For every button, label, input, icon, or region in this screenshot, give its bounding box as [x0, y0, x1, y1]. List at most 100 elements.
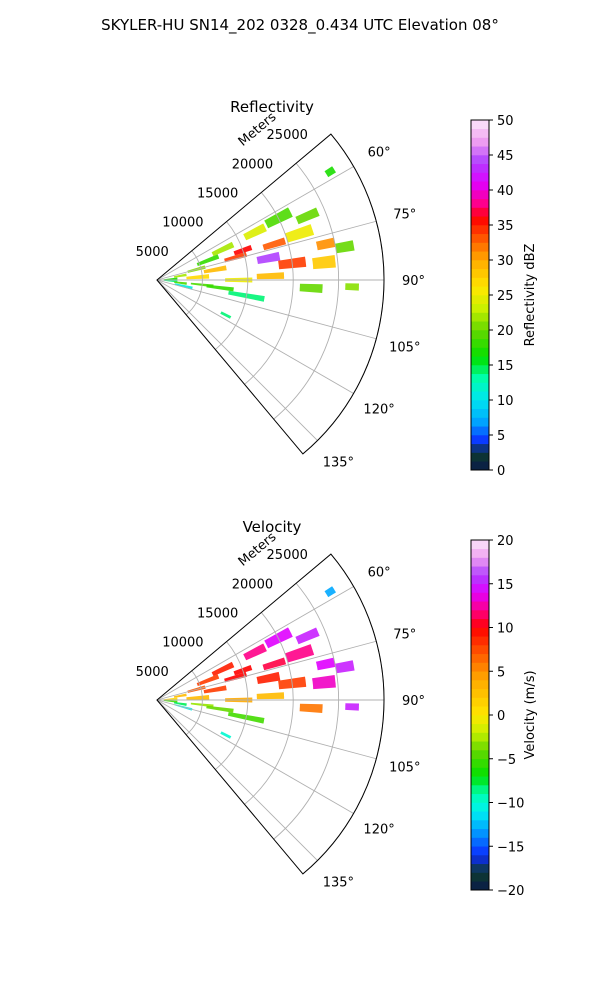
azimuth-gridline	[156, 699, 354, 814]
colorbar-tick-label: 0	[497, 464, 505, 479]
colorbar-band	[471, 452, 489, 462]
data-cell	[315, 237, 336, 251]
colorbar-band	[471, 837, 489, 847]
data-cell	[196, 254, 220, 266]
colorbar-band	[471, 338, 489, 348]
colorbar-band	[471, 636, 489, 646]
colorbar-band	[471, 268, 489, 278]
velocity-range-labels: 5000 10000 15000 20000 25000	[136, 548, 308, 680]
azimuth-gridline	[156, 699, 377, 760]
data-cell	[256, 251, 281, 264]
data-cell	[220, 731, 232, 739]
data-cell	[243, 223, 267, 241]
colorbar-band	[471, 715, 489, 725]
range-tick-label: 10000	[162, 216, 203, 231]
colorbar-band	[471, 741, 489, 751]
data-cell	[262, 237, 287, 251]
colorbar-tick-label: 25	[497, 289, 514, 304]
velocity-grid	[156, 553, 385, 875]
data-cell	[203, 685, 227, 694]
data-cell	[324, 586, 336, 598]
data-cell	[224, 252, 248, 263]
colorbar-band	[471, 811, 489, 821]
colorbar-tick-label: 5	[497, 665, 505, 680]
data-cell	[206, 284, 234, 292]
data-cell	[163, 700, 178, 703]
azimuth-tick-label: 60°	[368, 566, 391, 581]
data-cell	[299, 703, 323, 713]
data-cell	[335, 240, 355, 254]
colorbar-band	[471, 610, 489, 620]
colorbar-tick-label: 10	[497, 622, 514, 637]
colorbar-tick-label: 15	[497, 359, 514, 374]
data-cell	[345, 283, 359, 291]
data-cell	[256, 272, 285, 280]
colorbar-tick-label: 30	[497, 254, 514, 269]
data-cell	[324, 166, 336, 178]
figure-title: SKYLER-HU SN14_202 0328_0.434 UTC Elevat…	[101, 16, 499, 34]
colorbar-band	[471, 855, 489, 865]
data-cell	[163, 280, 178, 283]
data-cell	[174, 281, 187, 285]
colorbar-band	[471, 408, 489, 418]
colorbar-band	[471, 391, 489, 401]
range-ring	[273, 162, 339, 420]
colorbar-band	[471, 260, 489, 270]
range-tick-label: 25000	[267, 128, 308, 143]
velocity-azimuth-labels: 60° 75° 90° 105° 120° 135°	[323, 566, 425, 891]
colorbar-band	[471, 373, 489, 383]
colorbar-band	[471, 417, 489, 427]
colorbar-band	[471, 225, 489, 235]
colorbar-band	[471, 155, 489, 165]
colorbar-band	[471, 181, 489, 191]
data-cell	[186, 695, 210, 700]
colorbar-band	[471, 863, 489, 873]
colorbar-band	[471, 793, 489, 803]
data-cell	[211, 661, 235, 677]
data-cell	[186, 274, 210, 280]
colorbar-band	[471, 601, 489, 611]
colorbar-tick-label: −10	[497, 797, 524, 812]
range-tick-label: 15000	[197, 606, 238, 621]
colorbar-band	[471, 767, 489, 777]
data-cell	[256, 692, 285, 700]
data-cell	[335, 660, 355, 674]
azimuth-gridline	[156, 279, 318, 441]
data-cell	[299, 283, 323, 293]
data-cell	[173, 273, 187, 278]
colorbar-band	[471, 697, 489, 707]
colorbar-band	[471, 566, 489, 576]
data-cell	[262, 657, 287, 671]
azimuth-gridline	[156, 699, 318, 861]
colorbar-band	[471, 846, 489, 856]
colorbar-band	[471, 723, 489, 733]
range-ring	[215, 641, 249, 770]
data-cell	[295, 207, 320, 225]
reflectivity-cells	[163, 166, 359, 319]
colorbar-band	[471, 146, 489, 156]
azimuth-gridline	[156, 220, 377, 281]
colorbar-band	[471, 592, 489, 602]
reflectivity-range-labels: 5000 10000 15000 20000 25000	[136, 128, 308, 260]
data-cell	[256, 671, 281, 684]
colorbar-tick-label: 10	[497, 394, 514, 409]
data-cell	[163, 277, 178, 280]
azimuth-tick-label: 120°	[363, 402, 394, 417]
colorbar-tick-label: 35	[497, 219, 514, 234]
colorbar-band	[471, 128, 489, 138]
range-tick-label: 20000	[232, 157, 273, 172]
colorbar-band	[471, 120, 489, 130]
colorbar-band	[471, 680, 489, 690]
colorbar-band	[471, 688, 489, 698]
colorbar-band	[471, 137, 489, 147]
velocity-colorbar: −20 −15 −10 −5 0 5 10 15 20	[470, 534, 524, 899]
azimuth-tick-label: 105°	[389, 760, 420, 775]
data-cell	[173, 702, 187, 706]
range-tick-label: 10000	[162, 636, 203, 651]
colorbar-band	[471, 627, 489, 637]
colorbar-tick-label: 50	[497, 114, 514, 129]
reflectivity-colorbar-label: Reflectivity dBZ	[523, 244, 538, 347]
data-cell	[315, 657, 336, 671]
